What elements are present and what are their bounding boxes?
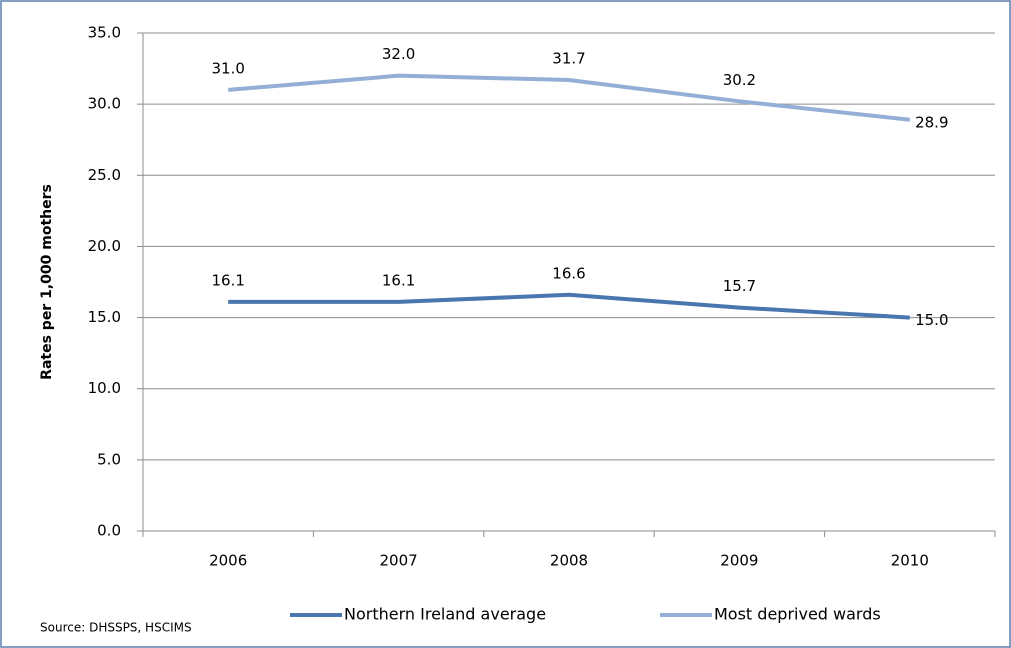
y-tick-label: 15.0 bbox=[88, 308, 121, 326]
data-label: 31.7 bbox=[552, 49, 585, 67]
y-tick-label: 10.0 bbox=[88, 379, 121, 397]
data-label: 16.1 bbox=[382, 271, 415, 289]
y-tick-label: 0.0 bbox=[97, 522, 121, 540]
y-tick-label: 30.0 bbox=[88, 95, 121, 113]
x-tick-label: 2009 bbox=[720, 552, 758, 570]
data-label: 15.7 bbox=[723, 277, 756, 295]
legend-label: Most deprived wards bbox=[714, 605, 881, 624]
y-axis-title: Rates per 1,000 mothers bbox=[39, 184, 55, 380]
x-tick-label: 2008 bbox=[550, 552, 588, 570]
x-tick-label: 2007 bbox=[380, 552, 418, 570]
x-tick-label: 2006 bbox=[209, 552, 247, 570]
source-note: Source: DHSSPS, HSCIMS bbox=[40, 621, 192, 635]
y-tick-label: 35.0 bbox=[88, 24, 121, 42]
y-tick-label: 20.0 bbox=[88, 237, 121, 255]
data-label: 15.0 bbox=[915, 311, 948, 329]
series-line bbox=[228, 292, 910, 320]
data-label: 32.0 bbox=[382, 45, 415, 63]
y-tick-label: 25.0 bbox=[88, 166, 121, 184]
series-line bbox=[228, 73, 911, 122]
legend-label: Northern Ireland average bbox=[344, 605, 546, 624]
data-label: 28.9 bbox=[915, 113, 948, 131]
y-tick-label: 5.0 bbox=[97, 450, 121, 468]
data-label: 16.6 bbox=[552, 264, 585, 282]
x-tick-label: 2010 bbox=[891, 552, 929, 570]
data-label: 30.2 bbox=[723, 71, 756, 89]
data-label: 31.0 bbox=[211, 59, 244, 77]
data-label: 16.1 bbox=[211, 271, 244, 289]
